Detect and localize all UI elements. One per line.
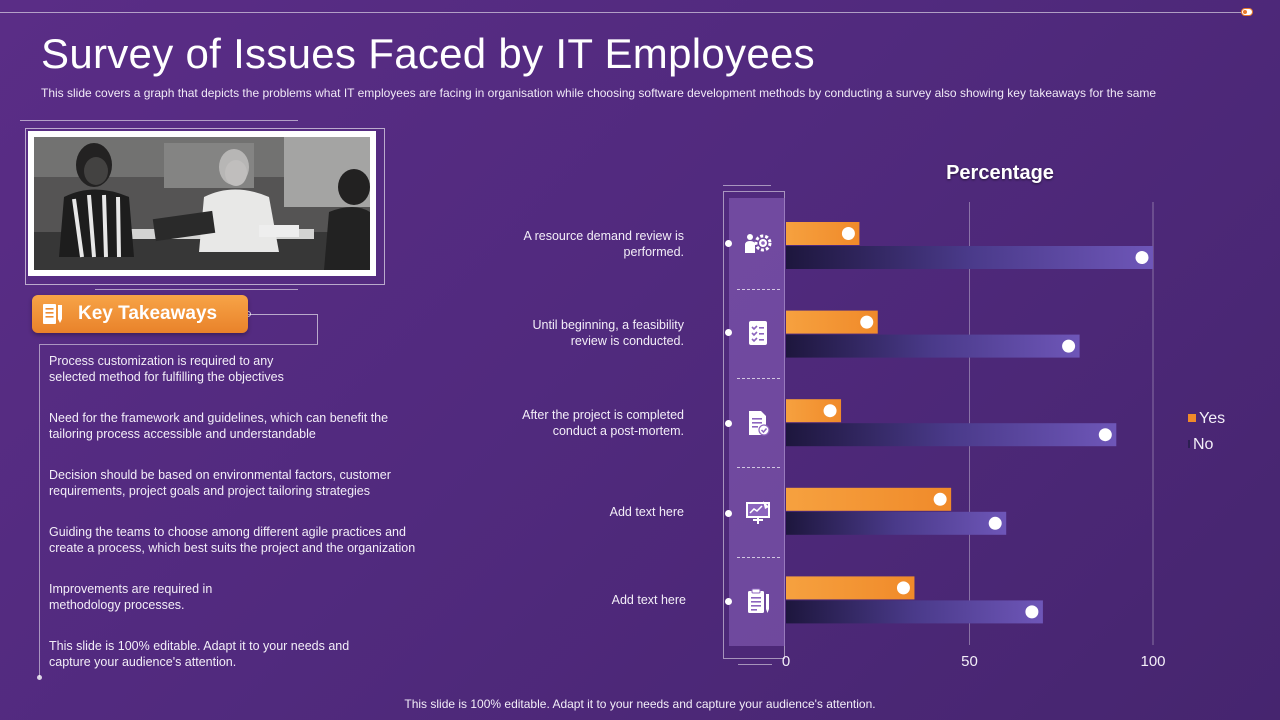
clipboard-pen-icon — [748, 588, 769, 613]
bar-no-marker — [1135, 251, 1149, 264]
page-subtitle: This slide covers a graph that depicts t… — [41, 86, 1157, 100]
question-label: Add text here — [611, 593, 686, 607]
takeaways-frame — [39, 344, 318, 677]
icon-panel-bottom-line — [738, 664, 772, 665]
presentation-board-icon — [746, 501, 770, 524]
legend-swatch-yes — [1188, 414, 1196, 422]
settings-users-icon — [745, 234, 772, 253]
takeaway-item: Decision should be based on environmenta… — [49, 468, 391, 498]
bar-no — [786, 600, 1043, 624]
legend-item-yes: Yes — [1188, 410, 1225, 428]
x-tick-label: 100 — [1140, 653, 1165, 670]
top-divider-line — [0, 12, 1250, 13]
bar-yes-marker — [860, 315, 874, 329]
bar-yes — [786, 487, 952, 511]
separator-dashes — [737, 557, 780, 558]
top-accent-dot — [1241, 8, 1253, 16]
key-takeaways-label: Key Takeaways — [78, 303, 218, 324]
photo-top-line — [20, 120, 298, 121]
key-takeaways-badge: Key Takeaways — [32, 295, 248, 333]
legend-swatch-no — [1188, 440, 1190, 448]
x-tick-label: 0 — [782, 653, 790, 670]
icon-panel-top-line — [723, 185, 771, 186]
question-marker-dot — [725, 510, 732, 517]
separator-dashes — [737, 289, 780, 290]
question-label: After the project is completed conduct a… — [522, 408, 684, 438]
bar-no — [786, 334, 1080, 358]
question-marker-dot — [725, 329, 732, 336]
takeaway-item: This slide is 100% editable. Adapt it to… — [49, 639, 350, 669]
takeaways-connector — [248, 314, 318, 344]
takeaway-item: Improvements are required in methodology… — [49, 582, 213, 612]
photo-bottom-line — [95, 289, 298, 290]
question-marker-dot — [725, 598, 732, 605]
bar-no — [786, 423, 1117, 447]
bar-no — [786, 246, 1153, 269]
bar-yes — [786, 310, 878, 334]
x-tick-label: 50 — [961, 653, 978, 670]
takeaway-item: Process customization is required to any… — [49, 354, 284, 384]
photo-frame — [25, 128, 385, 285]
question-marker-dot — [725, 240, 732, 247]
chart-title: Percentage — [946, 162, 1054, 184]
takeaway-item: Guiding the teams to choose among differ… — [49, 525, 416, 555]
legend-item-no: No — [1188, 436, 1213, 454]
takeaways-frame-dot — [37, 675, 42, 680]
bar-no-marker — [988, 516, 1002, 530]
separator-dashes — [737, 378, 780, 379]
legend-label: Yes — [1199, 410, 1226, 427]
legend-label: No — [1193, 436, 1214, 453]
page-title: Survey of Issues Faced by IT Employees — [41, 30, 815, 77]
bar-yes — [786, 222, 860, 245]
bar-no-marker — [1062, 339, 1076, 353]
checklist-icon — [749, 321, 767, 345]
question-label: Until beginning, a feasibility review is… — [532, 318, 684, 348]
bar-no — [786, 511, 1007, 535]
bar-yes-marker — [896, 581, 910, 595]
document-check-icon — [749, 411, 770, 436]
notes-icon — [43, 304, 62, 324]
takeaway-item: Need for the framework and guidelines, w… — [49, 411, 389, 441]
team-meeting-photo — [34, 137, 370, 270]
question-label: A resource demand review is performed. — [523, 229, 685, 259]
bar-no-marker — [1098, 428, 1112, 442]
bar-no-marker — [1025, 605, 1039, 619]
bar-yes-marker — [823, 404, 837, 418]
footer-text: This slide is 100% editable. Adapt it to… — [404, 697, 876, 711]
question-marker-dot — [725, 420, 732, 427]
bar-yes-marker — [933, 492, 947, 506]
separator-dashes — [737, 467, 780, 468]
bar-yes — [786, 576, 915, 600]
question-label: Add text here — [609, 505, 684, 519]
bar-yes-marker — [841, 227, 855, 240]
